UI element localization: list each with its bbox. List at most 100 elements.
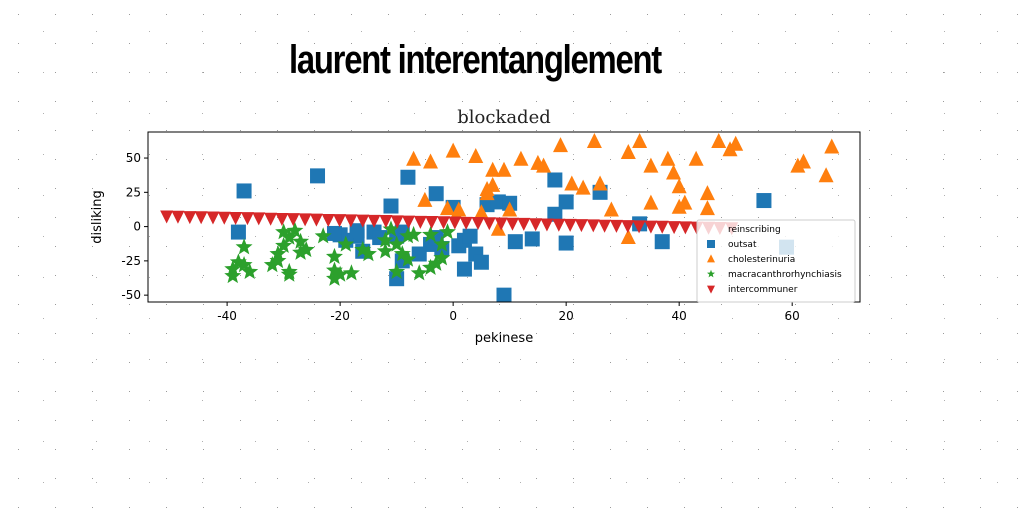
data-point [699,200,715,216]
data-point [563,218,577,232]
data-point [445,142,461,158]
data-point [410,264,428,281]
data-point [603,201,619,217]
data-point [235,256,253,273]
data-point [333,214,347,228]
data-point [505,217,519,231]
data-point [235,238,253,255]
data-point [671,198,687,214]
data-point [413,215,427,229]
data-point [490,220,506,236]
y-tick-label: -50 [121,288,141,302]
data-point [574,219,588,233]
data-point [160,210,174,224]
legend-label: cholesterinuria [728,255,795,265]
chart-legend: reinscribing outsat cholesterinuria macraca… [696,219,856,303]
data-point [660,150,676,166]
data-point [292,243,310,260]
data-point [379,215,393,229]
data-point [609,219,623,233]
data-point [325,247,343,264]
data-point [240,212,254,226]
data-point [439,223,456,240]
data-point [795,153,811,169]
data-point [411,246,427,262]
data-point [433,235,451,252]
data-point [473,204,489,220]
data-point [325,269,343,286]
data-point [427,254,445,271]
data-point [547,206,563,222]
data-point [529,218,543,232]
data-point [194,211,208,225]
data-point [275,223,293,240]
y-tick-label: 25 [126,185,141,199]
data-point [448,216,462,230]
data-point [688,150,704,166]
data-point [321,213,335,227]
data-point [359,245,377,262]
data-point [678,221,692,235]
data-point [643,157,659,173]
legend-marker [707,285,715,294]
data-point [654,234,670,250]
data-point [325,261,343,278]
data-point [598,219,612,233]
data-point [471,216,485,230]
x-axis-label: pekinese [475,331,533,346]
data-point [586,219,600,233]
data-point [229,253,247,270]
data-point [367,214,381,228]
data-point [456,261,472,277]
data-point [592,175,608,191]
plot-frame [147,131,861,303]
data-point [286,221,304,238]
data-point [337,235,355,252]
data-point [342,264,360,281]
chart-title: blockaded [457,107,551,128]
legend-label: macracanthrorhynchiasis [728,270,842,280]
data-point [349,223,365,239]
data-point [326,225,342,241]
data-point [280,262,298,280]
data-point [309,213,323,227]
data-point [399,227,417,244]
data-point [280,228,298,245]
data-point [356,214,370,228]
data-point [344,214,358,228]
series-cholesterinuria [406,132,840,244]
data-point [206,211,220,225]
x-tick-label: 20 [559,309,574,323]
data-point [558,194,574,210]
y-tick-label: 50 [126,151,141,165]
data-point [390,215,404,229]
data-point [275,236,293,254]
data-point [671,178,687,194]
data-point [502,201,518,217]
data-point [241,262,259,280]
legend-marker [707,254,715,263]
data-point [621,220,635,234]
data-point [402,215,416,229]
data-point [558,235,574,251]
data-point [263,256,281,273]
y-tick-label: -25 [121,254,141,268]
data-point [756,193,772,209]
data-point [331,265,349,282]
data-point [183,211,197,225]
data-point [224,260,242,277]
data-point [644,220,658,234]
data-point [383,198,399,214]
data-point [666,164,682,180]
data-point [382,220,400,237]
data-point [422,258,440,275]
data-point [494,217,508,231]
data-point [553,137,569,153]
data-point [667,221,681,235]
data-point [437,216,451,230]
data-point [428,186,444,202]
data-point [513,150,529,166]
data-point [314,227,332,244]
data-point [824,138,840,154]
data-point [406,150,422,166]
